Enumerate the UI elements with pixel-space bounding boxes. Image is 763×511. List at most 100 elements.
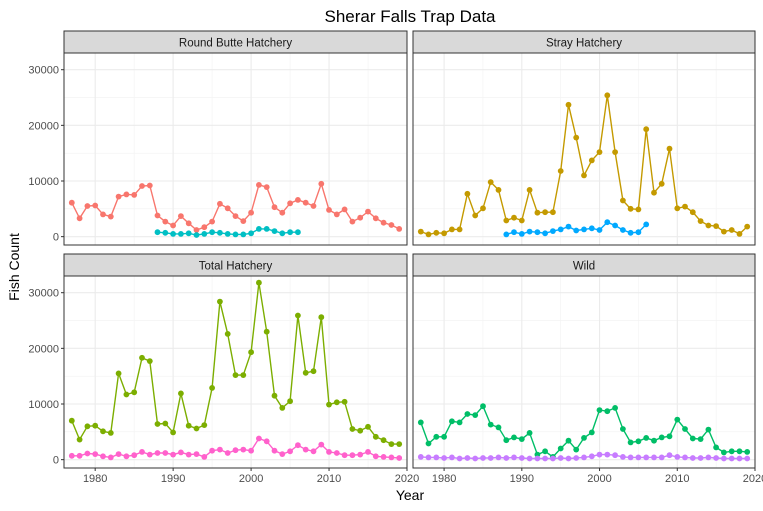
data-point (588, 225, 595, 232)
data-point (573, 134, 580, 141)
x-tick-label: 2020 (743, 473, 763, 485)
data-point (744, 223, 751, 230)
data-point (92, 451, 99, 457)
data-point (193, 425, 200, 432)
data-point (604, 451, 611, 458)
data-point (201, 231, 208, 237)
data-point (456, 226, 463, 233)
data-point (287, 200, 293, 207)
data-point (627, 229, 634, 236)
data-point (526, 187, 533, 193)
data-point (162, 450, 169, 456)
x-tick-label: 2010 (665, 473, 689, 485)
data-point (581, 172, 587, 179)
data-point (201, 422, 208, 428)
data-point (456, 455, 463, 462)
data-point (518, 455, 525, 461)
data-point (744, 455, 751, 462)
data-point (162, 420, 169, 427)
data-point (674, 416, 681, 423)
data-point (534, 229, 541, 236)
data-point (682, 426, 688, 432)
data-point (713, 223, 719, 230)
data-point (302, 199, 309, 206)
data-point (146, 451, 153, 458)
data-point (357, 214, 364, 221)
facet-strip-label: Stray Hatchery (546, 38, 622, 50)
data-point (417, 228, 424, 235)
data-point (620, 197, 626, 204)
data-point (170, 429, 177, 436)
y-tick-label: 10000 (28, 176, 59, 188)
data-point (131, 452, 138, 459)
data-point (115, 451, 122, 457)
data-point (604, 92, 611, 99)
data-point (178, 213, 184, 220)
data-point (302, 446, 309, 453)
data-point (550, 228, 556, 235)
data-point (573, 455, 580, 461)
data-point (682, 203, 688, 210)
data-point (612, 149, 618, 156)
data-point (705, 454, 712, 461)
facet-panel: Total Hatchery 0 10000 20000 30000 1980 1990 20… (28, 253, 419, 485)
data-point (588, 157, 595, 164)
data-point (666, 145, 673, 152)
data-point (441, 230, 447, 237)
data-point (68, 452, 75, 459)
data-point (357, 451, 364, 458)
data-point (341, 452, 348, 459)
data-point (472, 212, 479, 219)
data-point (713, 455, 719, 461)
data-point (279, 209, 286, 216)
data-point (76, 452, 83, 459)
data-point (310, 448, 317, 455)
data-point (581, 226, 587, 233)
data-point (612, 452, 618, 459)
data-point (573, 446, 580, 453)
data-point (705, 222, 712, 229)
data-point (256, 279, 262, 286)
data-point (349, 452, 356, 459)
data-point (565, 455, 572, 462)
panel-border (63, 275, 408, 469)
data-point (456, 419, 463, 426)
chart-title: Sherar Falls Trap Data (324, 7, 496, 26)
data-point (318, 180, 325, 187)
data-point (425, 440, 432, 447)
data-point (658, 434, 665, 441)
data-point (326, 449, 332, 455)
y-tick-label: 0 (53, 232, 59, 244)
data-point (674, 205, 681, 212)
data-point (526, 430, 533, 436)
data-point (92, 422, 99, 429)
data-point (635, 454, 642, 461)
data-point (736, 455, 743, 462)
data-point (178, 231, 184, 237)
data-point (557, 455, 564, 461)
panels: Round Butte Hatchery0100002000030000Stra… (28, 30, 763, 485)
data-point (635, 229, 642, 236)
data-point (464, 190, 471, 197)
data-point (146, 358, 153, 364)
data-point (232, 231, 239, 238)
data-point (318, 441, 325, 448)
data-point (232, 372, 239, 378)
data-point (263, 226, 270, 232)
data-point (396, 441, 403, 447)
data-point (224, 205, 231, 212)
data-point (162, 218, 169, 225)
data-point (643, 435, 650, 441)
data-point (542, 448, 548, 455)
data-point (557, 226, 564, 233)
data-point (271, 392, 278, 399)
facet-panel: Round Butte Hatchery 0 10000 20000 30000 (28, 30, 408, 246)
data-point (627, 454, 634, 461)
plot-background (413, 53, 755, 245)
data-point (721, 228, 727, 235)
data-point (744, 449, 751, 455)
data-point (596, 227, 603, 233)
data-point (620, 454, 626, 460)
data-point (295, 442, 301, 449)
data-point (224, 231, 231, 237)
